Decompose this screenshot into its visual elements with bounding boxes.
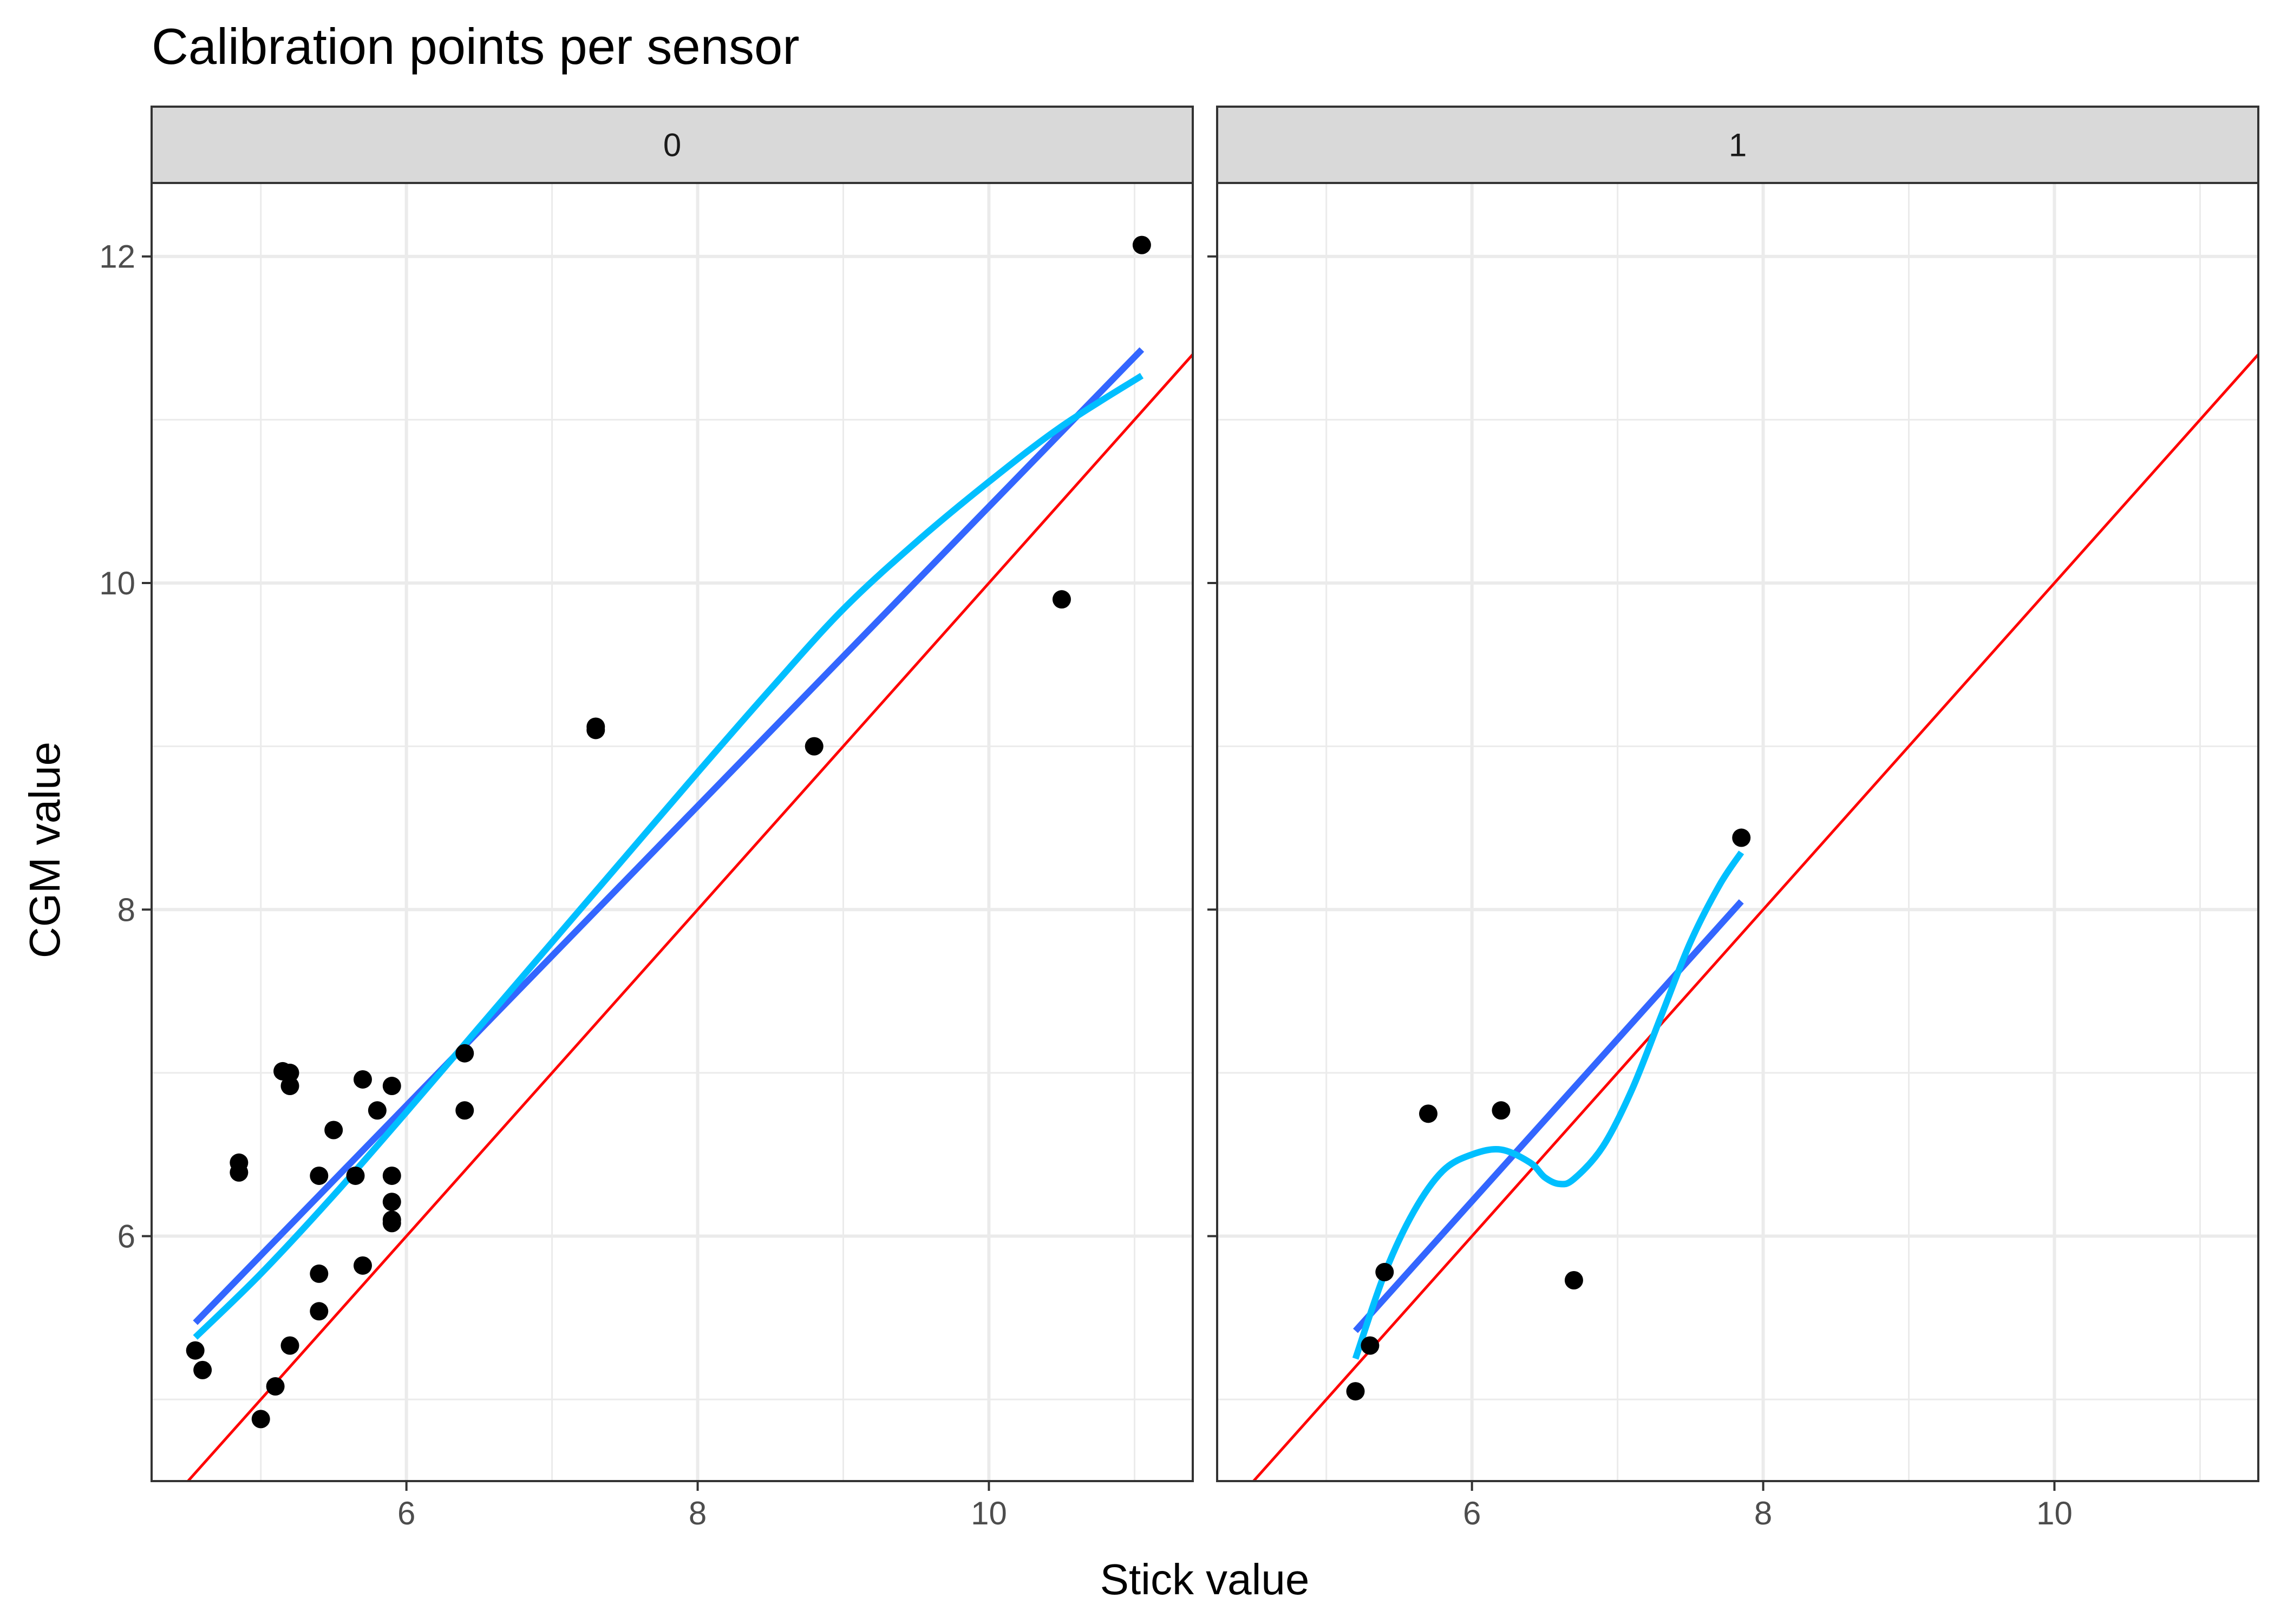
data-point bbox=[230, 1163, 249, 1182]
data-point bbox=[455, 1044, 474, 1063]
data-point bbox=[1132, 235, 1151, 254]
smooth-fit-line bbox=[1352, 850, 1744, 1360]
panel-data bbox=[1251, 353, 2258, 1481]
panel-data bbox=[186, 235, 1193, 1481]
y-tick-label: 6 bbox=[117, 1219, 135, 1255]
data-point bbox=[346, 1166, 365, 1185]
x-tick-label: 10 bbox=[2036, 1495, 2073, 1531]
facet-strip bbox=[151, 106, 1194, 184]
y-tick-label: 10 bbox=[99, 565, 135, 601]
y-tick-label: 12 bbox=[99, 239, 135, 275]
data-point bbox=[455, 1101, 474, 1120]
x-tick-label: 6 bbox=[397, 1495, 415, 1531]
data-point bbox=[382, 1214, 401, 1233]
chart-title: Calibration points per sensor bbox=[152, 18, 800, 75]
data-point bbox=[186, 1341, 205, 1360]
data-point bbox=[251, 1410, 270, 1429]
data-point bbox=[1732, 828, 1751, 847]
facet-strip-label: 1 bbox=[1729, 127, 1747, 163]
data-point bbox=[280, 1336, 299, 1355]
facet-strip bbox=[1216, 106, 2259, 184]
data-point bbox=[310, 1302, 329, 1321]
data-point bbox=[353, 1070, 372, 1089]
data-point bbox=[1492, 1101, 1511, 1120]
data-point bbox=[1346, 1382, 1365, 1401]
panel-1: 1 6 8 10 bbox=[1207, 106, 2259, 1531]
identity-line bbox=[186, 353, 1193, 1481]
x-tick-label: 10 bbox=[971, 1495, 1007, 1531]
facet-strip-label: 0 bbox=[663, 127, 681, 163]
data-point bbox=[1052, 590, 1071, 609]
data-point bbox=[266, 1377, 285, 1396]
panels-layer: 0 6 8 10 6 8 10 12 1 6 8 10 bbox=[99, 106, 2259, 1531]
data-point bbox=[324, 1121, 343, 1140]
y-tick-label: 8 bbox=[117, 892, 135, 928]
panel-0: 0 6 8 10 6 8 10 12 bbox=[99, 106, 1194, 1531]
data-point bbox=[382, 1193, 401, 1212]
linear-fit-line bbox=[193, 347, 1145, 1325]
data-point bbox=[1564, 1271, 1583, 1289]
data-point bbox=[382, 1077, 401, 1096]
x-tick-label: 8 bbox=[689, 1495, 707, 1531]
x-tick-label: 6 bbox=[1463, 1495, 1481, 1531]
data-point bbox=[280, 1063, 299, 1082]
data-point bbox=[1419, 1104, 1437, 1123]
data-point bbox=[368, 1101, 387, 1120]
data-point bbox=[382, 1166, 401, 1185]
data-point bbox=[353, 1256, 372, 1275]
data-point bbox=[310, 1264, 329, 1283]
data-point bbox=[280, 1077, 299, 1096]
y-axis-title: CGM value bbox=[21, 742, 69, 958]
data-point bbox=[1361, 1336, 1380, 1355]
data-point bbox=[805, 737, 824, 756]
data-point bbox=[193, 1360, 212, 1379]
x-tick-label: 8 bbox=[1754, 1495, 1772, 1531]
x-axis-title: Stick value bbox=[1100, 1555, 1310, 1603]
data-point bbox=[310, 1166, 329, 1185]
data-point bbox=[1375, 1262, 1394, 1281]
identity-line bbox=[1251, 353, 2258, 1481]
data-point bbox=[586, 721, 605, 739]
